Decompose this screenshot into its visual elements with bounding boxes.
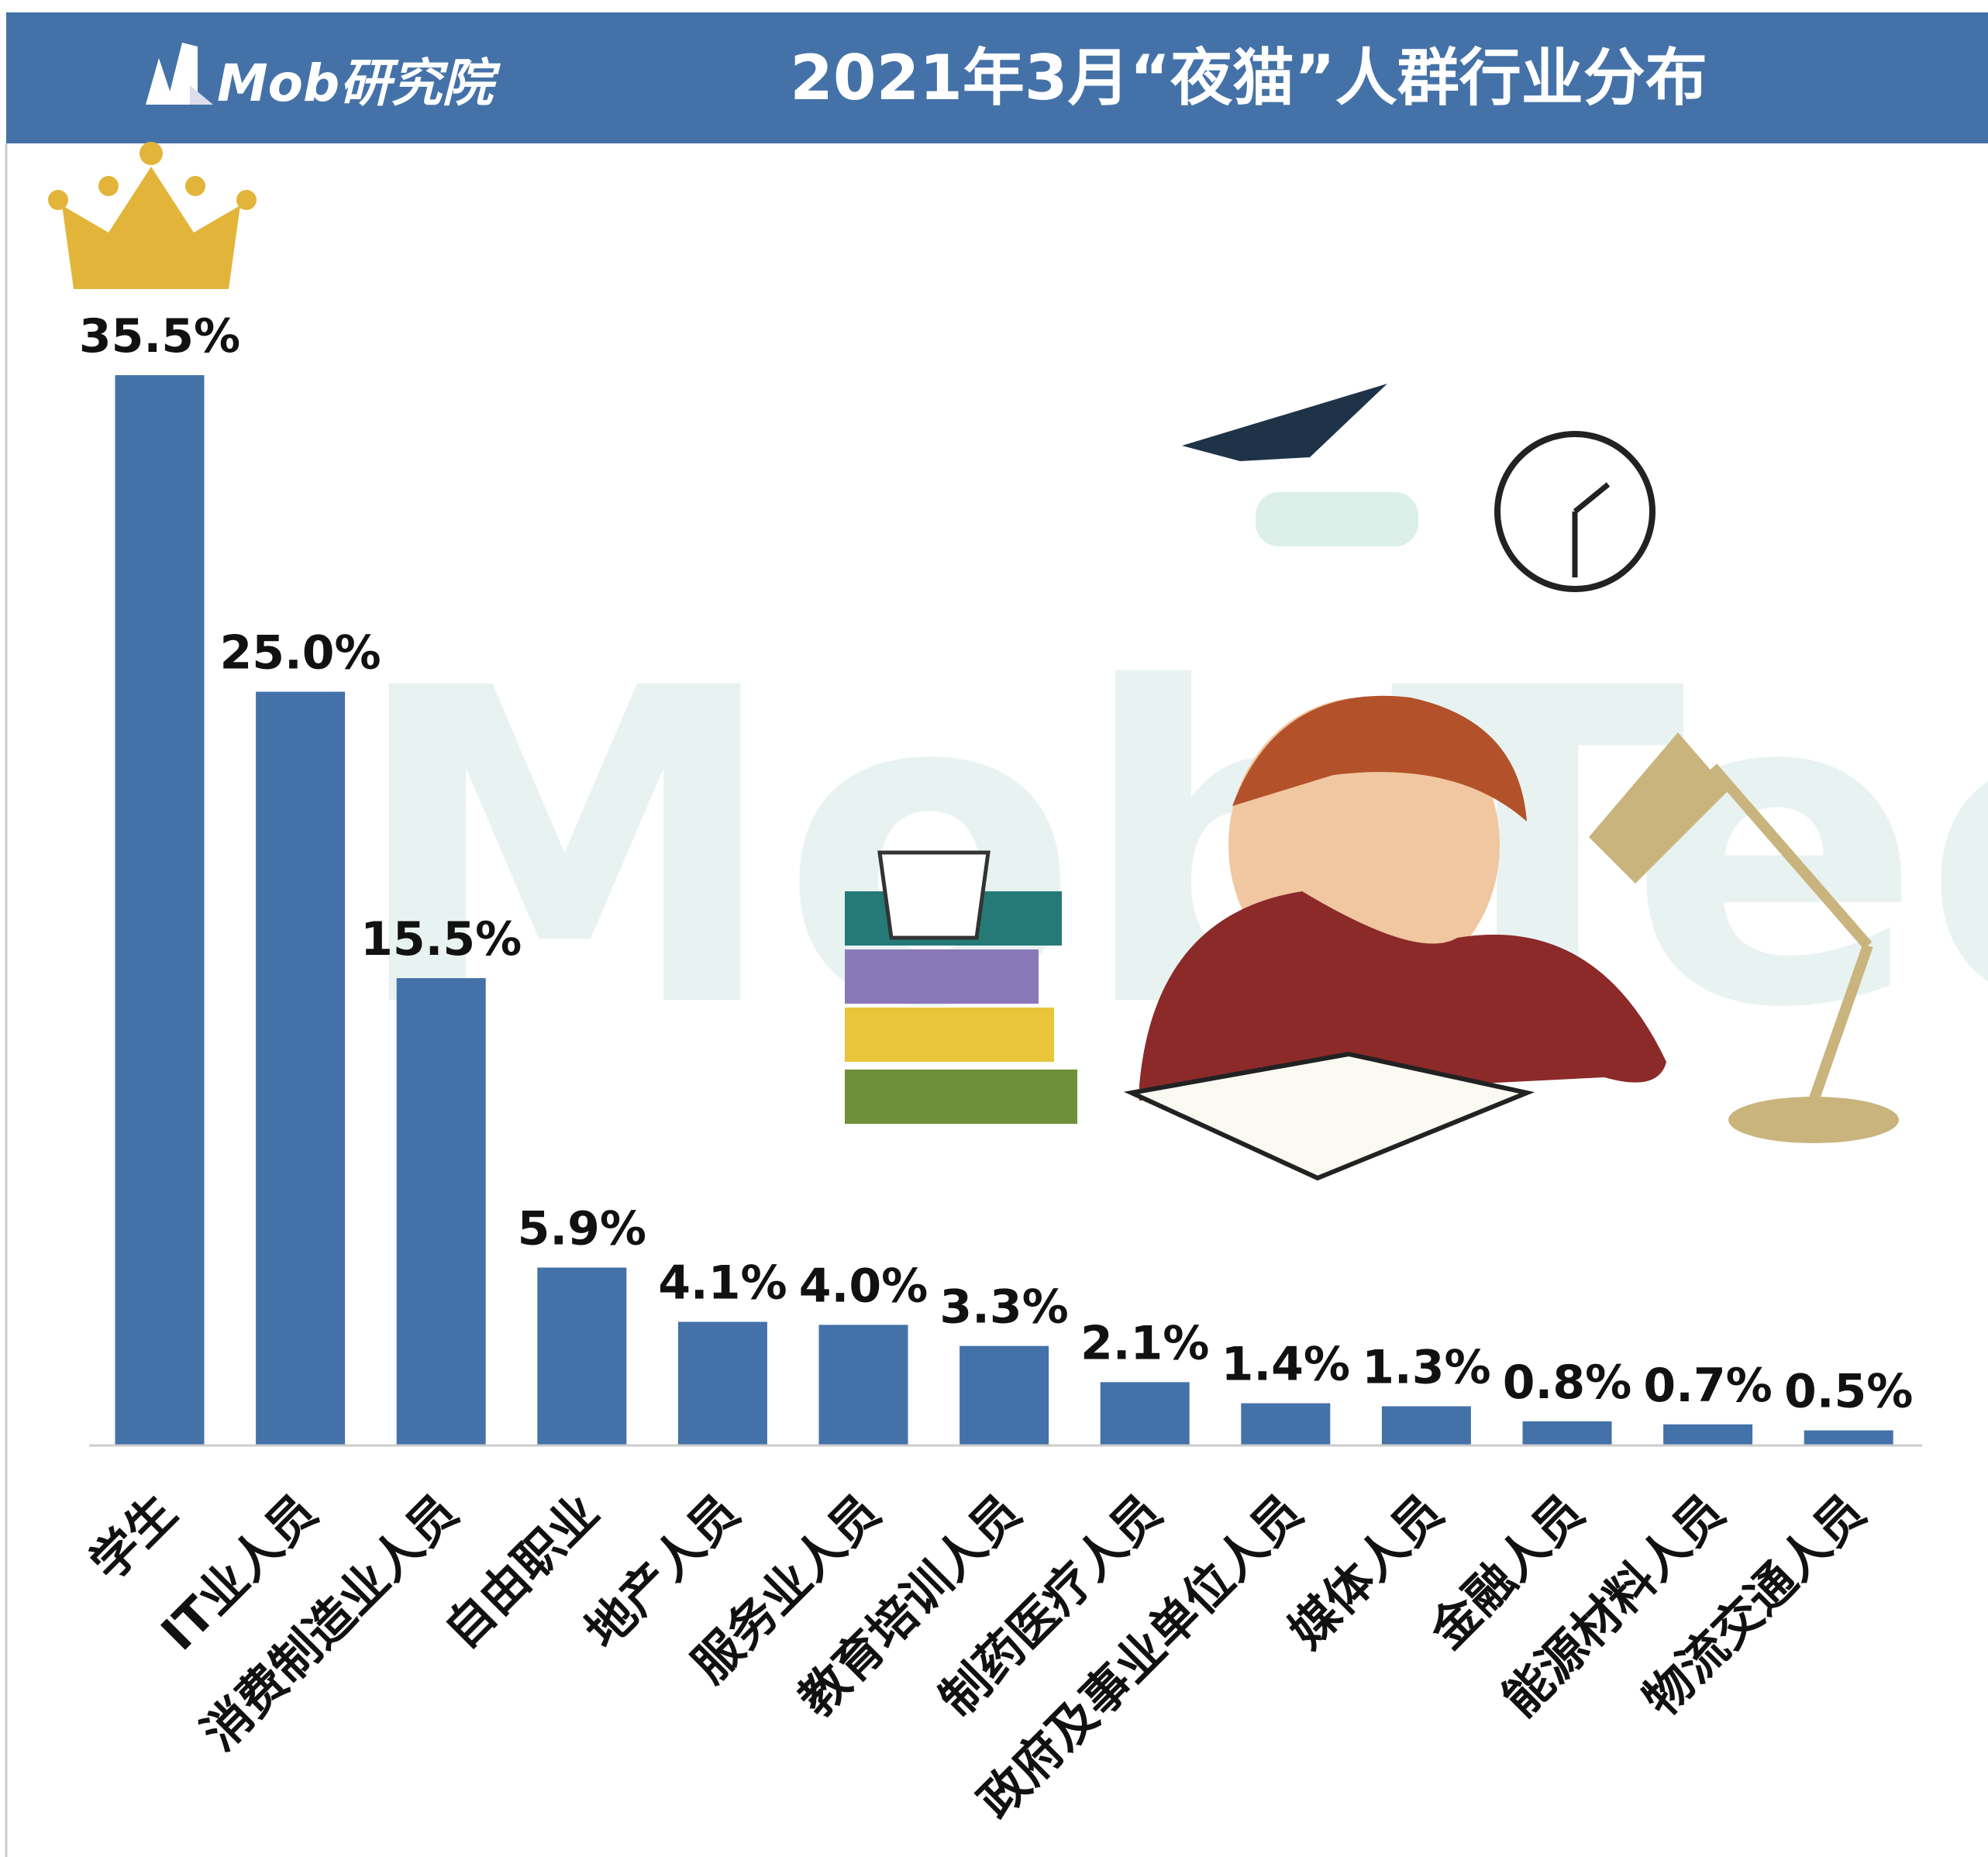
value-label: 1.4% <box>1221 1338 1350 1392</box>
value-label: 5.9% <box>518 1201 646 1256</box>
bar <box>1663 1424 1753 1445</box>
value-label: 0.7% <box>1643 1359 1772 1413</box>
crown <box>48 142 257 289</box>
chart-title: 2021年3月“夜猫”人群行业分布 <box>790 42 1707 114</box>
bar <box>1804 1430 1893 1445</box>
header-band <box>6 12 1988 143</box>
value-label: 25.0% <box>220 626 381 680</box>
value-label: 15.5% <box>360 912 522 966</box>
bar <box>1100 1382 1190 1445</box>
bar <box>1381 1406 1471 1445</box>
value-label: 4.1% <box>658 1256 787 1311</box>
illustration <box>845 384 1899 1181</box>
value-label: 0.8% <box>1503 1356 1631 1410</box>
bar <box>960 1345 1049 1445</box>
value-label: 3.3% <box>939 1280 1068 1335</box>
bar <box>818 1325 908 1445</box>
value-label: 35.5% <box>79 309 240 363</box>
bar <box>115 375 205 1445</box>
bar <box>396 978 486 1445</box>
bar <box>677 1321 767 1445</box>
logo: Mob研究院 <box>217 53 501 113</box>
value-label: 4.0% <box>799 1259 928 1313</box>
value-label: 0.5% <box>1784 1365 1913 1419</box>
value-label: 2.1% <box>1080 1316 1209 1370</box>
bar <box>256 691 346 1445</box>
bar <box>1522 1421 1612 1445</box>
value-label: 1.3% <box>1362 1340 1490 1394</box>
bar <box>1241 1403 1331 1445</box>
bar <box>537 1267 627 1445</box>
logo-icon <box>146 43 213 105</box>
